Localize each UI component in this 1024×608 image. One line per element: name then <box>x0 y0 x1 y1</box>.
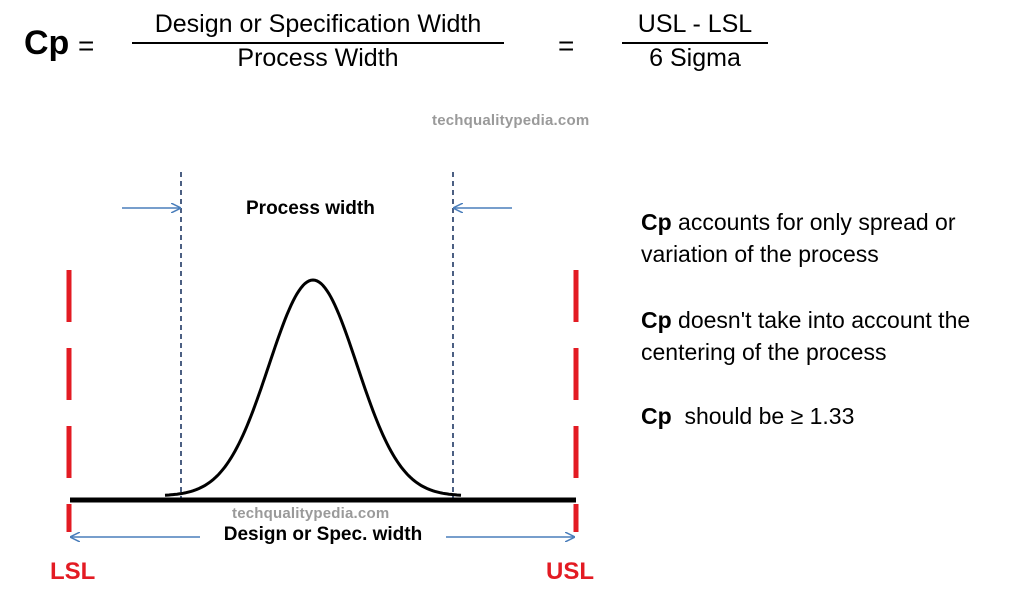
note-text: should be ≥ 1.33 <box>671 403 855 429</box>
spec-width-label: Design or Spec. width <box>205 524 441 546</box>
lsl-label: LSL <box>50 558 96 585</box>
watermark-bottom: techqualitypedia.com <box>232 505 390 522</box>
formula-equals-sign-2: = <box>558 30 575 61</box>
watermark-top: techqualitypedia.com <box>432 112 590 129</box>
process-width-label: Process width <box>246 198 375 219</box>
note-term: Cp <box>641 403 672 429</box>
fraction2-numerator: USL - LSL <box>637 10 753 38</box>
fraction1-denominator: Process Width <box>237 44 399 72</box>
note-term: Cp <box>641 209 672 235</box>
formula-cp-symbol: Cp <box>24 24 70 62</box>
note-centering: Cp doesn't take into account the centeri… <box>641 304 1011 368</box>
fraction2-denominator: 6 Sigma <box>649 44 741 72</box>
note-term: Cp <box>641 307 672 333</box>
fraction1-numerator: Design or Specification Width <box>154 10 482 38</box>
formula-equals-sign: = <box>78 30 95 61</box>
note-threshold: Cp should be ≥ 1.33 <box>641 400 1011 432</box>
note-text: accounts for only spread or variation of… <box>641 209 956 267</box>
usl-label: USL <box>546 558 594 585</box>
note-spread: Cp accounts for only spread or variation… <box>641 206 1011 270</box>
normal-distribution-curve <box>164 278 462 497</box>
note-text: doesn't take into account the centering … <box>641 307 971 365</box>
